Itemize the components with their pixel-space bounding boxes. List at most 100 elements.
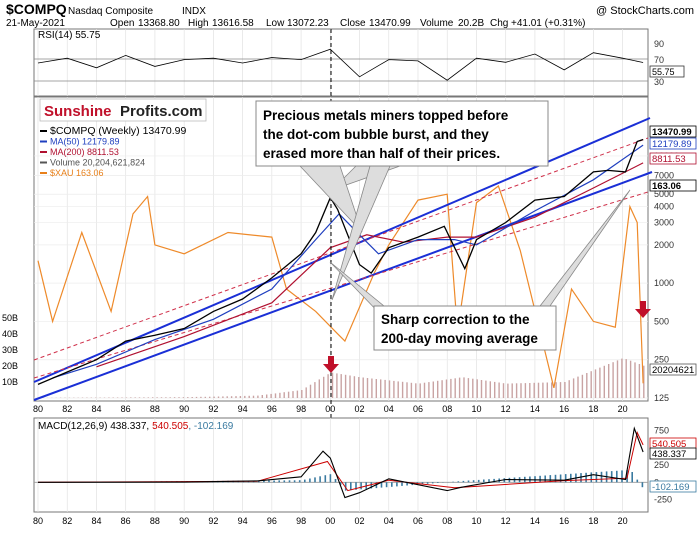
macd-badge-value: 438.337 [652,449,686,460]
volume-bar [257,396,258,398]
volume-bar [231,396,232,398]
macd-histogram-bar [284,480,286,482]
volume-bar [371,379,372,399]
volume-tick-label: 40B [2,329,18,339]
volume-bar [577,377,578,398]
x-axis-macd-label: 02 [355,516,365,526]
volume-bar [244,396,245,398]
logo-text-sunshine: Sunshine [44,103,112,120]
macd-label-main: MACD(12,26,9) 438.337, [38,421,149,432]
macd-histogram-bar [335,479,337,482]
x-axis-macd-label: 84 [91,516,101,526]
x-axis-label: 06 [413,404,423,414]
macd-tick-label: 250 [654,460,669,470]
macd-histogram-bar [565,474,567,482]
volume-bar [564,382,565,398]
volume-bar [113,398,114,399]
x-axis-macd-label: 10 [471,516,481,526]
volume-bar [108,398,109,399]
macd-histogram-bar [591,472,593,482]
volume-bar [174,397,175,398]
macd-histogram-bar [391,482,393,487]
low-label: Low [266,18,285,29]
price-tick-label: 500 [654,316,669,326]
macd-histogram-bar [360,482,362,489]
volume-bar [608,364,609,398]
macd-histogram-bar [483,480,485,483]
volume-bar [599,368,600,398]
x-axis-label: 02 [355,404,365,414]
price-badge-value: 12179.89 [652,139,692,150]
volume-bar [117,398,118,399]
volume-bar [591,371,592,398]
legend-entry: MA(50) 12179.89 [50,137,120,147]
price-tick-label: 1000 [654,278,674,288]
volume-bar [437,381,438,398]
chg-label: Chg [490,18,508,29]
macd-histogram-bar [478,480,480,482]
volume-bar [560,382,561,398]
volume-bar [275,393,276,398]
legend-entry: MA(200) 8811.53 [50,147,119,157]
macd-tick-label: -250 [654,495,672,505]
low-value: 13072.23 [287,18,329,29]
volume-bar [292,391,293,398]
x-axis-macd-label: 08 [442,516,452,526]
volume-bar [398,381,399,398]
macd-label: MACD(12,26,9) 438.337,540.505, -102.169 [38,421,234,432]
volume-bar [538,383,539,398]
callout-top-line-3: erased more than half of their prices. [263,146,500,161]
x-axis-label: 84 [91,404,101,414]
x-axis-macd-label: 86 [121,516,131,526]
macd-frame [34,418,648,512]
x-axis-macd-label: 04 [384,516,394,526]
volume-bar [520,383,521,398]
macd-histogram-bar [642,482,644,487]
volume-bar [218,397,219,399]
macd-histogram-bar [289,480,291,482]
volume-bar [433,382,434,399]
macd-histogram-bar [596,472,598,482]
macd-histogram-bar [386,482,388,487]
volume-bar [143,397,144,398]
volume-bar [213,397,214,398]
macd-histogram-bar [304,480,306,483]
volume-bar [196,397,197,398]
rsi-tick-70: 70 [654,55,664,65]
volume-bar [485,381,486,398]
volume-bar [420,383,421,398]
logo-text-profits: Profits.com [120,103,203,120]
x-axis-label: 12 [501,404,511,414]
volume-tick-label: 10B [2,377,18,387]
x-axis-macd-label: 82 [62,516,72,526]
macd-histogram-bar [570,474,572,483]
logo: Sunshine Profits.com [40,99,206,121]
volume-bar [192,397,193,398]
volume-bar [411,383,412,398]
volume-bar [477,379,478,398]
macd-histogram-bar [427,482,429,484]
volume-bar [161,397,162,398]
volume-bar [573,378,574,398]
callout-top-line-2: the dot-com bubble burst, and they [263,127,489,142]
x-axis-label: 20 [618,404,628,414]
macd-histogram-bar [611,471,613,482]
chart-header: $COMPQ Nasdaq Composite INDX @ StockChar… [6,1,694,29]
x-axis-macd-label: 06 [413,516,423,526]
volume-bar [389,380,390,398]
x-axis-label: 92 [208,404,218,414]
macd-histogram-bar [473,480,475,482]
volume-bar [490,381,491,398]
rsi-tick-90: 90 [654,39,664,49]
price-badge-value: 20204621 [652,365,694,376]
volume-bar [630,361,631,398]
volume-bar [446,380,447,399]
volume-bar [327,374,328,398]
high-label: High [188,18,209,29]
macd-histogram-bar [309,479,311,483]
x-axis-label: 80 [33,404,43,414]
volume-bar [336,373,337,398]
